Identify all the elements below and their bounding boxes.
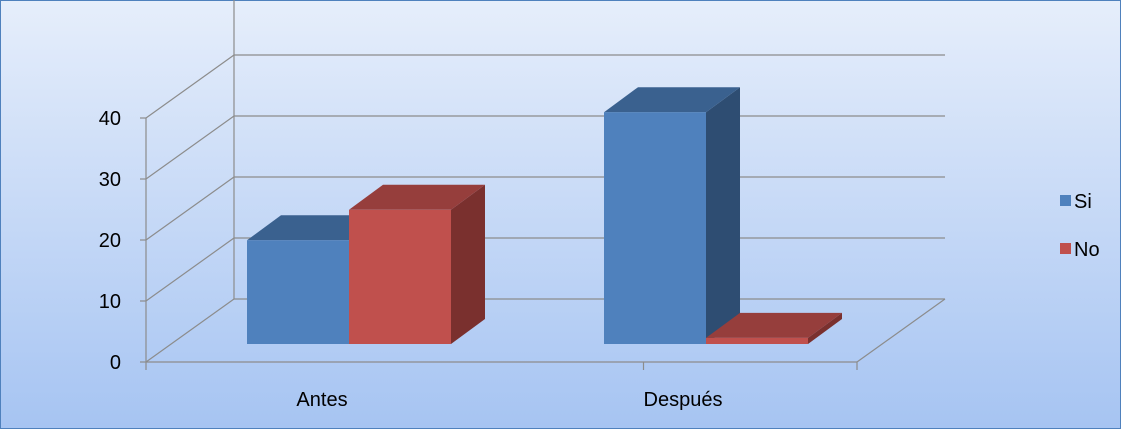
bar-side-face (451, 184, 485, 344)
bar-front-face (247, 240, 349, 344)
y-tick-label: 30 (99, 169, 121, 191)
axes (140, 117, 858, 370)
bar-front-face (706, 337, 808, 344)
bar-top-face (349, 184, 485, 210)
legend-label: Si (1074, 191, 1092, 213)
legend-label: No (1074, 239, 1100, 261)
bar-top-face (604, 87, 740, 113)
legend-swatch (1060, 243, 1071, 254)
y-tick-label: 20 (99, 230, 121, 252)
y-tick-label: 10 (99, 291, 121, 313)
bar-front-face (349, 209, 451, 344)
bar-top-face (706, 312, 842, 338)
x-tick-label: Antes (296, 389, 347, 411)
y-tick-label: 40 (99, 108, 121, 130)
bar-side-face (706, 87, 740, 344)
bar-front-face (604, 112, 706, 344)
y-tick-label: 0 (110, 352, 121, 374)
axis-labels: 0 10 20 30 40 Antes Después (99, 108, 723, 411)
bar-side-face (808, 312, 842, 344)
legend-item-no: No (1060, 239, 1100, 261)
x-tick-label: Después (644, 389, 723, 411)
bar-no-1 (706, 312, 842, 344)
bars (247, 87, 842, 344)
gridline (233, 0, 235, 299)
gridline (145, 176, 945, 241)
gridline (145, 115, 945, 180)
bar-no-0 (349, 184, 485, 344)
gridline (145, 54, 945, 119)
bar-si-1 (604, 87, 740, 344)
legend-item-si: Si (1060, 191, 1092, 213)
legend: Si No (1060, 191, 1100, 261)
legend-swatch (1060, 195, 1071, 206)
